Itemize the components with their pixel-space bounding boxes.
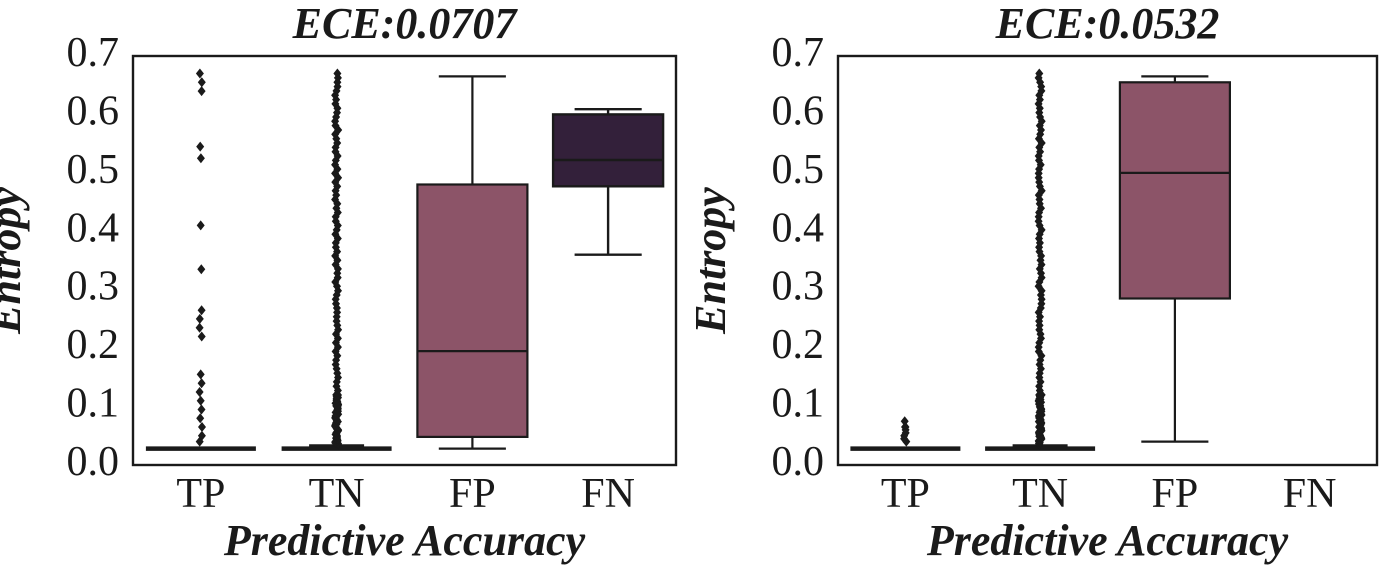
svg-text:0.5: 0.5: [67, 147, 120, 193]
svg-text:Entropy: Entropy: [0, 187, 30, 335]
svg-text:0.0: 0.0: [67, 439, 120, 485]
svg-text:FN: FN: [581, 471, 635, 517]
svg-text:0.1: 0.1: [67, 381, 120, 427]
svg-text:TN: TN: [1012, 471, 1068, 517]
svg-text:0.3: 0.3: [67, 264, 120, 310]
svg-text:FP: FP: [449, 471, 496, 517]
svg-text:Entropy: Entropy: [686, 187, 735, 335]
svg-text:0.7: 0.7: [772, 30, 825, 76]
svg-text:FN: FN: [1283, 471, 1337, 517]
svg-text:Predictive Accuracy: Predictive Accuracy: [926, 516, 1289, 565]
svg-text:0.4: 0.4: [772, 205, 825, 251]
svg-text:0.6: 0.6: [772, 88, 825, 134]
svg-text:0.0: 0.0: [772, 439, 825, 485]
svg-text:ECE:0.0707: ECE:0.0707: [292, 0, 519, 48]
svg-text:0.7: 0.7: [67, 30, 120, 76]
svg-text:TP: TP: [881, 471, 930, 517]
svg-text:FP: FP: [1152, 471, 1199, 517]
svg-text:0.1: 0.1: [772, 381, 825, 427]
svg-text:0.4: 0.4: [67, 205, 120, 251]
svg-text:0.2: 0.2: [67, 322, 120, 368]
svg-text:Predictive Accuracy: Predictive Accuracy: [223, 516, 586, 565]
svg-text:TP: TP: [176, 471, 225, 517]
svg-text:0.6: 0.6: [67, 88, 120, 134]
svg-text:0.2: 0.2: [772, 322, 825, 368]
svg-text:ECE:0.0532: ECE:0.0532: [995, 0, 1220, 48]
svg-text:0.5: 0.5: [772, 147, 825, 193]
svg-text:TN: TN: [309, 471, 365, 517]
svg-text:0.3: 0.3: [772, 264, 825, 310]
